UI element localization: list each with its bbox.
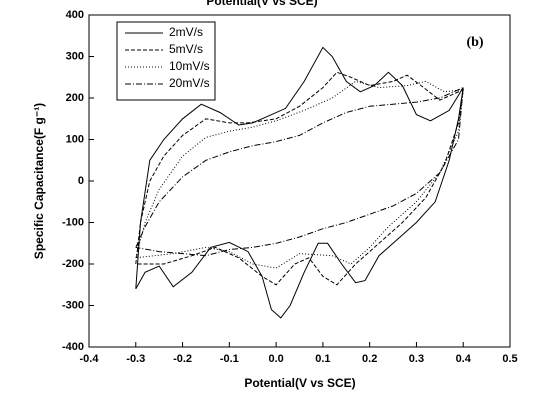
x-tick-label: 0.5	[502, 353, 517, 365]
series-line	[135, 71, 464, 286]
series-line	[135, 86, 464, 257]
y-tick-label: 100	[66, 133, 84, 145]
y-tick-label: 400	[66, 9, 84, 21]
y-tick-label: -400	[62, 341, 84, 353]
y-axis-label: Specific Capacitance(F g⁻¹)	[32, 103, 46, 259]
annotation: (b)	[466, 35, 483, 50]
series-line	[135, 46, 464, 319]
y-tick-label: -300	[62, 299, 84, 311]
x-tick-label: -0.1	[220, 353, 239, 365]
y-tick-label: 0	[78, 175, 84, 187]
y-tick-label: -200	[62, 258, 84, 270]
legend-label: 2mV/s	[169, 25, 203, 39]
legend-label: 20mV/s	[169, 76, 210, 90]
x-tick-label: 0.3	[409, 353, 424, 365]
y-tick-label: 200	[66, 92, 84, 104]
x-tick-label: -0.3	[126, 353, 145, 365]
y-tick-label: 300	[66, 50, 84, 62]
legend-label: 5mV/s	[169, 42, 203, 56]
x-tick-label: 0.0	[268, 353, 283, 365]
x-tick-label: -0.4	[80, 353, 100, 365]
top-label: Potential(V vs SCE)	[206, 0, 317, 8]
x-tick-label: 0.2	[362, 353, 377, 365]
legend-box	[116, 21, 216, 101]
x-tick-label: 0.4	[456, 353, 472, 365]
y-tick-label: -100	[62, 216, 84, 228]
x-tick-label: -0.2	[173, 353, 192, 365]
x-axis-label: Potential(V vs SCE)	[244, 376, 355, 390]
x-tick-label: 0.1	[315, 353, 330, 365]
legend-label: 10mV/s	[169, 59, 210, 73]
